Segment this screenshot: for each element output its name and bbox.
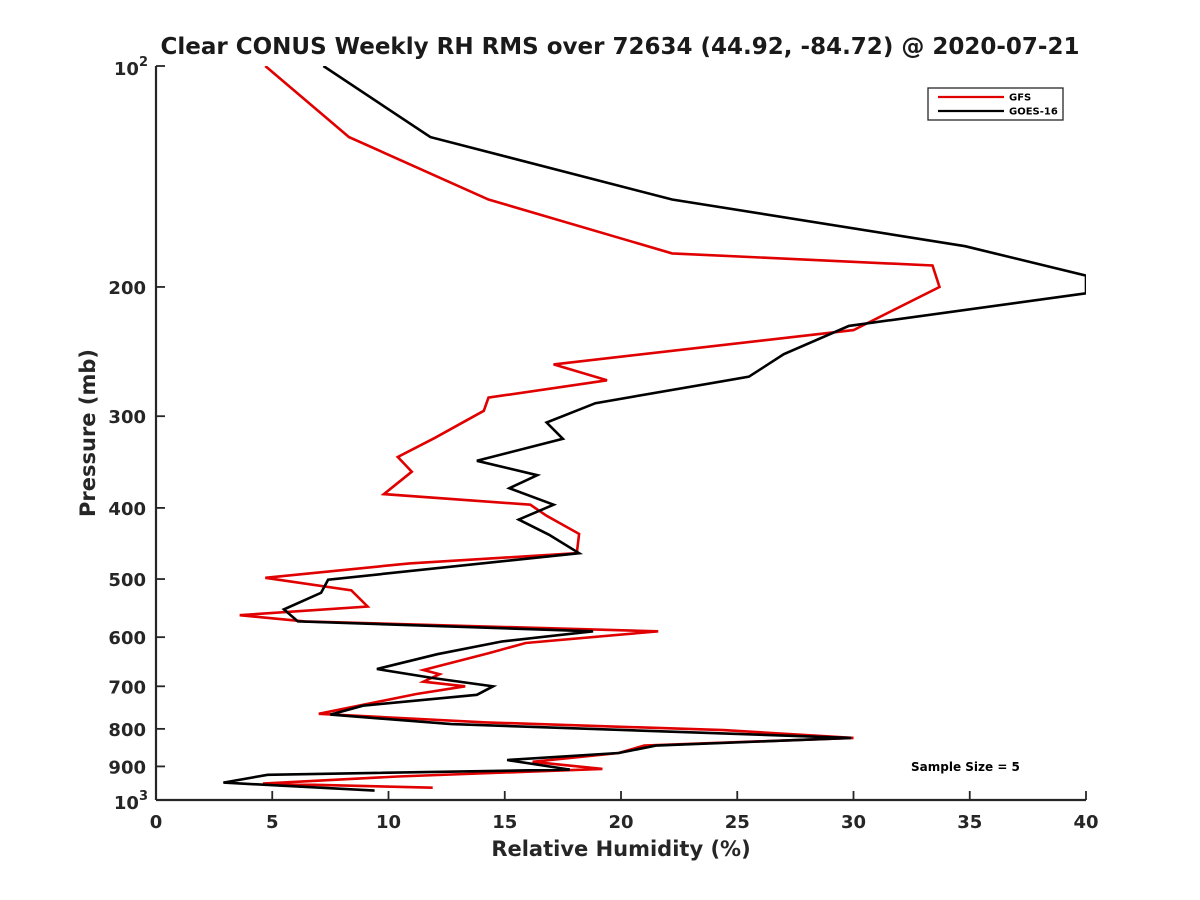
legend-label-gfs: GFS [1009,93,1031,104]
y-tick-label: 500 [108,570,146,591]
series-layer [223,66,1086,792]
x-tick-label: 10 [376,812,401,833]
y-tick-label-power: 103 [114,789,148,814]
x-tick-label: 25 [725,812,750,833]
x-tick-label: 35 [957,812,982,833]
y-tick-label-power: 102 [114,55,148,80]
legend-label-goes-16: GOES-16 [1009,107,1058,118]
x-axis-label: Relative Humidity (%) [491,837,750,861]
x-tick-label: 40 [1073,812,1098,833]
y-tick-label: 600 [108,628,146,649]
x-tick-label: 30 [841,812,866,833]
x-tick-label: 15 [492,812,517,833]
x-tick-label: 5 [266,812,279,833]
y-tick-label: 800 [108,720,146,741]
y-tick-label: 900 [108,757,146,778]
y-tick-label: 300 [108,407,146,428]
y-tick-label: 700 [108,677,146,698]
y-tick-label: 400 [108,499,146,520]
x-tick-label: 0 [150,812,163,833]
y-tick-label: 200 [108,278,146,299]
series-line-goes-16 [223,66,1086,792]
legend: GFS GOES-16 [927,87,1064,121]
y-axis-label: Pressure (mb) [76,349,100,517]
legend-box [927,87,1064,121]
axes-layer: 0 5 10 15 20 25 30 35 40 200 300 400 500 600 700 800 900… [108,55,1098,833]
chart-title: Clear CONUS Weekly RH RMS over 72634 (44… [161,34,1080,60]
x-tick-label: 20 [608,812,633,833]
sample-size-annotation: Sample Size = 5 [911,760,1020,774]
